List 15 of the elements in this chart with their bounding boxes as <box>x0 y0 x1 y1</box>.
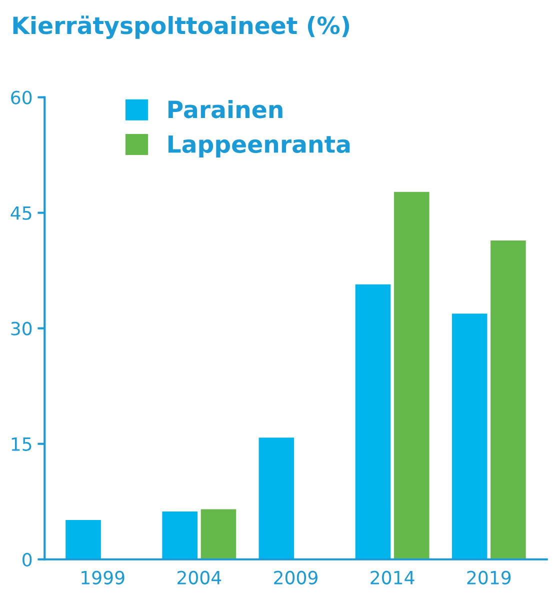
x-tick-label: 2004 <box>178 570 222 584</box>
x-tick-label: 2009 <box>274 570 318 584</box>
x-tick-label: 2014 <box>370 570 414 584</box>
chart-title: Kierrätyspolttoaineet (%) <box>13 16 350 40</box>
x-tick-label: 2019 <box>467 570 511 584</box>
y-tick-label: 0 <box>22 552 32 566</box>
legend-label: Lappeenranta <box>168 135 350 158</box>
x-tick-label: 1999 <box>82 570 124 584</box>
y-tick-label: 15 <box>12 438 32 451</box>
legend-label: Parainen <box>168 100 282 118</box>
y-tick-label: 60 <box>11 90 32 104</box>
y-tick-label: 45 <box>10 206 32 220</box>
y-tick-label: 30 <box>11 322 32 336</box>
bar <box>257 436 296 560</box>
bar <box>64 518 102 560</box>
